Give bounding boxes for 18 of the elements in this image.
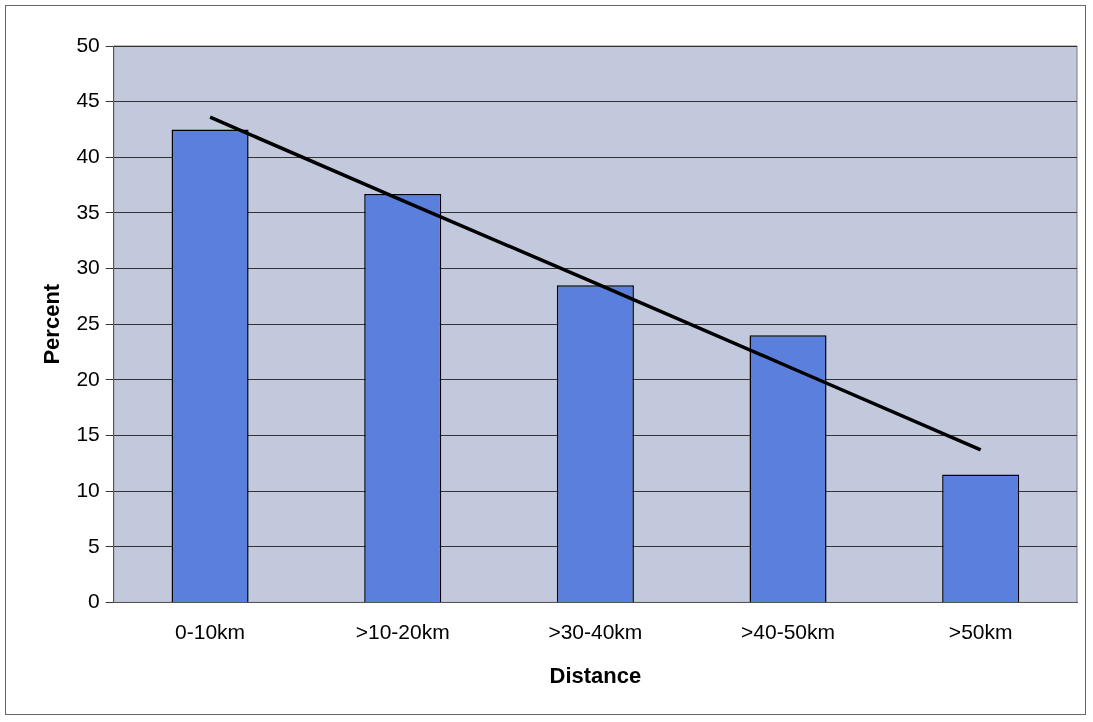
y-tick-label: 40: [76, 144, 100, 168]
y-tick-label: 35: [76, 199, 100, 223]
y-tick-label: 45: [76, 88, 100, 112]
x-tick-label: 0-10km: [175, 619, 246, 643]
x-tick-label: >10-20km: [355, 619, 450, 643]
y-tick-label: 30: [76, 255, 100, 279]
y-tick-label: 15: [76, 422, 100, 446]
y-tick-label: 5: [88, 533, 100, 557]
x-tick-label: >30-40km: [548, 619, 643, 643]
y-tick-label: 25: [76, 311, 100, 334]
x-tick-label: >40-50km: [741, 619, 836, 643]
y-tick-label: 50: [76, 32, 100, 56]
y-tick-label: 10: [76, 477, 100, 501]
x-tick-label: >50km: [948, 619, 1013, 643]
x-axis-title: Distance: [549, 662, 642, 688]
y-axis-title: Percent: [39, 283, 65, 365]
y-tick-label: 0: [88, 589, 100, 613]
y-tick-label: 20: [76, 366, 100, 390]
